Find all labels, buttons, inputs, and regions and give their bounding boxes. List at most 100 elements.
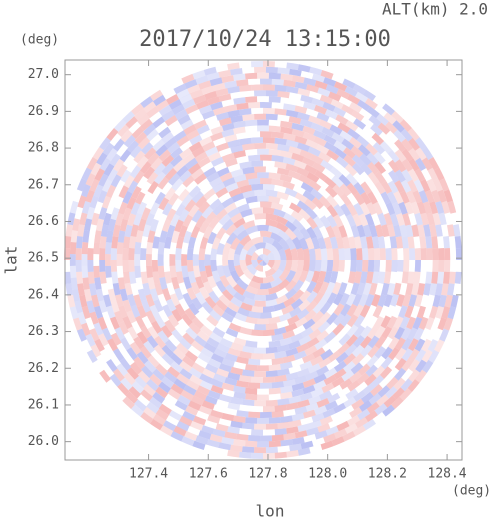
echo-cell	[248, 334, 261, 342]
echo-cell	[367, 335, 380, 349]
echo-cell	[263, 376, 275, 383]
echo-cell	[201, 301, 214, 314]
echo-cell	[411, 283, 420, 296]
echo-cell	[210, 353, 224, 364]
echo-cell	[185, 157, 198, 170]
echo-cell	[398, 201, 408, 215]
echo-cell	[271, 178, 284, 187]
echo-cell	[64, 248, 71, 260]
echo-cell	[356, 135, 370, 148]
echo-cell	[248, 154, 261, 162]
echo-cell	[268, 119, 281, 127]
echo-cell	[158, 104, 172, 117]
echo-cell	[253, 219, 267, 226]
echo-cell	[263, 260, 269, 265]
echo-cell	[199, 236, 209, 250]
echo-cell	[341, 369, 355, 382]
echo-cell	[289, 202, 302, 214]
echo-cell	[239, 350, 252, 359]
echo-cell	[106, 379, 119, 392]
echo-cell	[270, 232, 283, 243]
echo-cell	[146, 378, 159, 392]
echo-cell	[211, 270, 221, 283]
echo-cell	[338, 333, 351, 346]
echo-cell	[158, 149, 171, 162]
echo-cell	[221, 357, 235, 368]
echo-cell	[183, 384, 197, 396]
echo-cell	[325, 425, 339, 436]
echo-cell	[85, 189, 95, 203]
echo-cell	[251, 61, 263, 68]
echo-cell	[424, 317, 435, 331]
echo-cell	[447, 306, 457, 320]
echo-cell	[204, 211, 217, 224]
echo-cell	[297, 447, 311, 456]
echo-cell	[350, 282, 360, 296]
echo-cell	[114, 179, 126, 193]
echo-cell	[123, 175, 135, 189]
echo-cell	[239, 273, 252, 286]
echo-cell	[294, 375, 308, 385]
echo-cell	[286, 62, 299, 70]
echo-cell	[245, 96, 258, 103]
echo-cell	[374, 403, 388, 416]
echo-cell	[128, 271, 137, 284]
echo-cell	[65, 283, 73, 296]
echo-cell	[411, 224, 420, 237]
echo-cell	[106, 201, 116, 215]
echo-cell	[291, 357, 305, 368]
echo-cell	[335, 236, 345, 249]
echo-cell	[353, 325, 366, 338]
echo-cell	[268, 417, 281, 424]
echo-cell	[263, 264, 272, 272]
echo-cell	[206, 193, 219, 206]
echo-cell	[239, 374, 252, 383]
echo-cell	[353, 182, 366, 195]
echo-cell	[120, 169, 132, 183]
echo-cell	[167, 120, 181, 132]
echo-cell	[126, 140, 139, 153]
echo-cell	[224, 352, 238, 362]
echo-cell	[126, 159, 138, 173]
echo-cell	[233, 439, 246, 447]
echo-cell	[225, 284, 237, 297]
echo-cell	[394, 337, 406, 351]
echo-cell	[387, 140, 400, 153]
echo-cell	[346, 93, 361, 105]
echo-cell	[287, 194, 300, 206]
echo-cell	[426, 178, 437, 192]
echo-cell	[275, 287, 289, 299]
echo-cell	[381, 346, 393, 360]
echo-cell	[340, 193, 352, 207]
echo-cell	[186, 129, 200, 141]
echo-cell	[248, 435, 261, 442]
echo-cell	[152, 94, 166, 107]
echo-cell	[367, 248, 375, 260]
echo-cell	[113, 158, 125, 172]
echo-cell	[425, 236, 433, 249]
echo-cell	[292, 324, 306, 336]
echo-cell	[258, 260, 263, 266]
echo-cell	[204, 90, 218, 101]
echo-cell	[329, 236, 339, 249]
echo-cell	[319, 215, 331, 229]
echo-cell	[374, 161, 387, 174]
echo-cell	[298, 208, 311, 221]
echo-cell	[86, 349, 98, 363]
echo-cell	[268, 393, 281, 401]
echo-cell	[438, 212, 447, 226]
echo-cell	[76, 178, 87, 192]
echo-cell	[116, 143, 129, 157]
echo-cell	[418, 316, 429, 330]
echo-cell	[275, 221, 289, 233]
echo-cell	[432, 178, 443, 192]
echo-cell	[431, 271, 439, 284]
echo-cell	[233, 361, 246, 370]
echo-cell	[259, 282, 272, 290]
echo-cell	[215, 299, 228, 312]
echo-cell	[164, 236, 173, 249]
echo-cell	[170, 353, 183, 366]
echo-cell	[195, 291, 207, 305]
echo-cell	[401, 236, 409, 249]
echo-cell	[191, 340, 204, 352]
